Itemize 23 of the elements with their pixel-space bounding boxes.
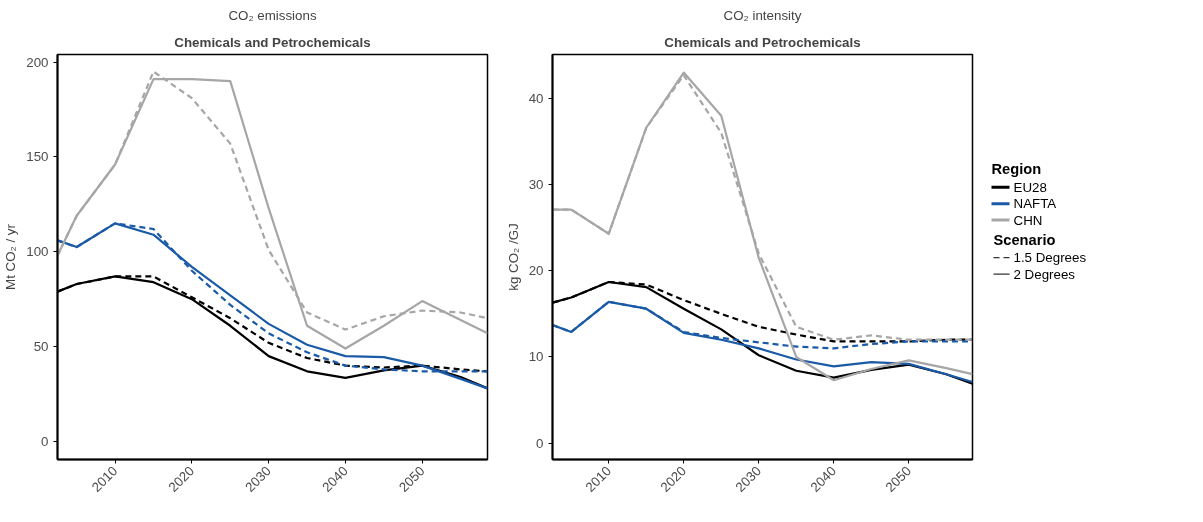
y-tick-label: 10: [528, 349, 544, 365]
y-tick-label: 100: [26, 244, 49, 260]
legend-title: Region: [991, 161, 1042, 178]
y-tick-label: 40: [528, 90, 544, 106]
chart-title: CO₂ intensity: [723, 7, 802, 23]
y-tick-label: 0: [536, 435, 544, 451]
y-tick-label: 200: [26, 54, 49, 70]
chart-title: CO₂ emissions: [228, 7, 317, 23]
legend-label: CHN: [1013, 212, 1043, 228]
y-axis-title: kg CO₂ /GJ: [505, 223, 521, 291]
chart-subtitle: Chemicals and Petrochemicals: [174, 34, 371, 50]
y-tick-label: 150: [26, 149, 49, 165]
chart-subtitle: Chemicals and Petrochemicals: [664, 34, 861, 50]
text: 2 Degrees: [1013, 266, 1076, 282]
text: 1.5 Degrees: [1013, 250, 1087, 266]
legend-label: EU28: [1013, 179, 1047, 195]
y-tick-label: 0: [41, 433, 49, 449]
text: Scenario: [993, 231, 1056, 248]
y-tick-label: 30: [528, 177, 544, 193]
y-tick-label: 20: [528, 263, 544, 279]
y-axis-title: Mt CO₂ / yr: [3, 223, 19, 290]
y-tick-label: 50: [33, 339, 49, 355]
legend-label: NAFTA: [1013, 196, 1057, 212]
